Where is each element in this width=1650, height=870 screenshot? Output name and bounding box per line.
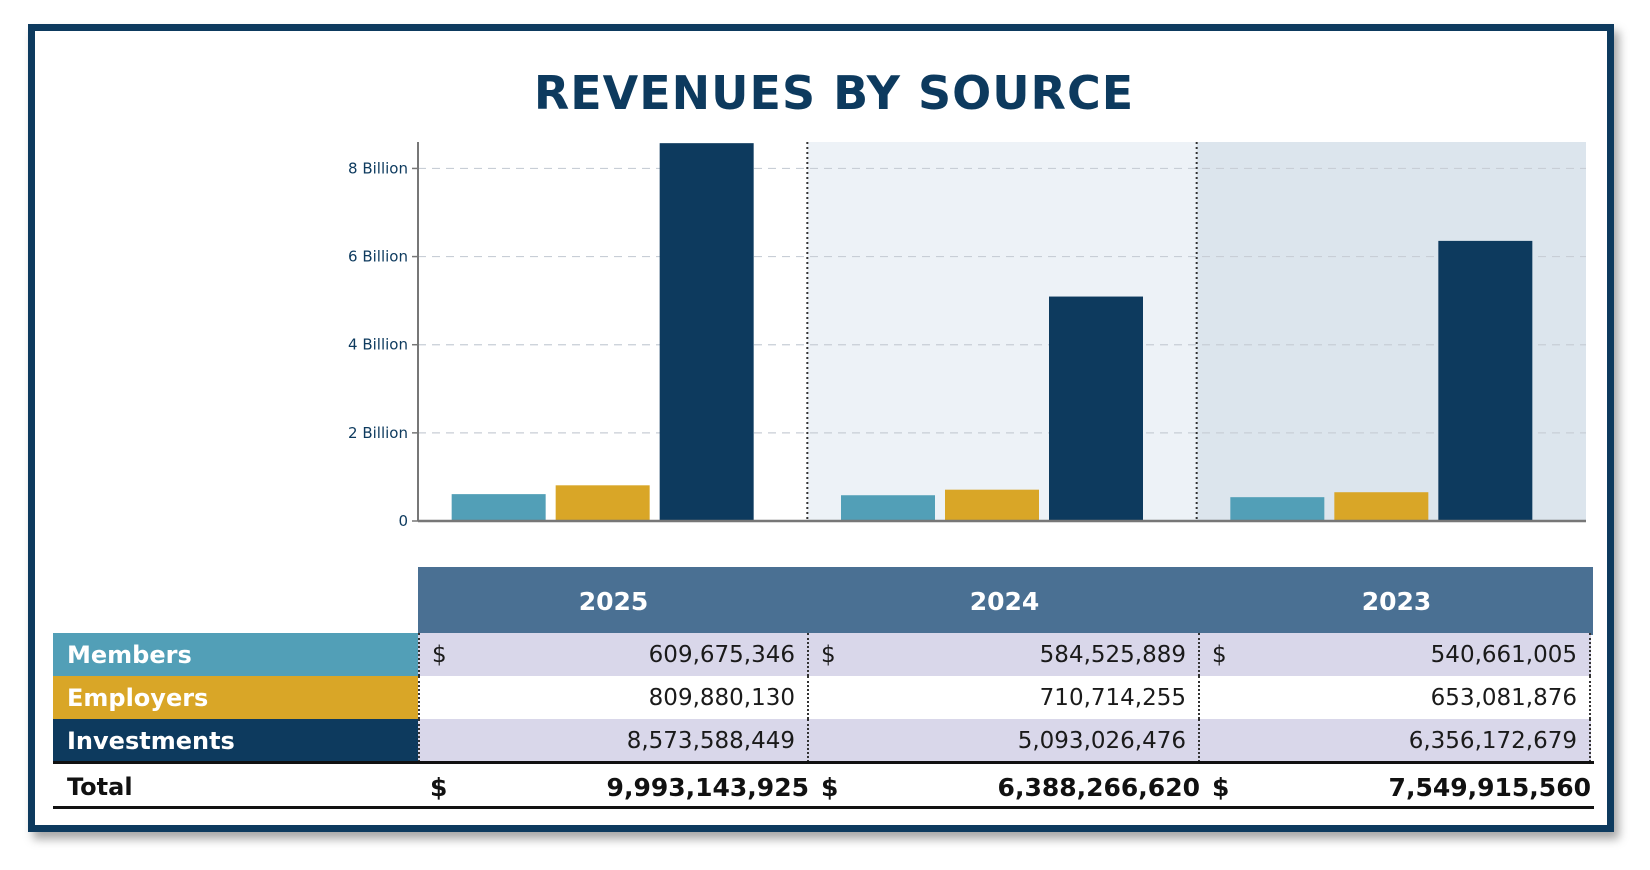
column-header-2024: 2024 (809, 567, 1200, 635)
chart-title: REVENUES BY SOURCE (533, 66, 1135, 120)
bar-investments-2023 (1438, 240, 1533, 521)
table-cell: 8,573,588,449 (418, 719, 809, 762)
total-cell: $9,993,143,925 (418, 767, 809, 807)
total-cell: $6,388,266,620 (809, 767, 1200, 807)
cell-value: 6,356,172,679 (1408, 727, 1577, 754)
bar-investments-2025 (659, 143, 754, 522)
cell-value: 5,093,026,476 (1017, 727, 1186, 754)
bar-employers-2024 (945, 489, 1039, 521)
y-tick-label: 2 Billion (348, 424, 408, 442)
bar-employers-2025 (555, 485, 650, 521)
bar-members-2023 (1230, 497, 1325, 521)
bar-members-2025 (451, 494, 546, 521)
row-label-total: Total (67, 773, 133, 801)
table-cell: 653,081,876 (1200, 676, 1591, 719)
row-label-investments: Investments (53, 719, 418, 762)
table-cell: $584,525,889 (809, 633, 1200, 676)
bar-investments-2024 (1049, 296, 1143, 521)
total-value: 7,549,915,560 (1388, 772, 1591, 802)
cell-value: 584,525,889 (1039, 641, 1186, 668)
row-label-members: Members (53, 633, 418, 676)
total-cell: $7,549,915,560 (1200, 767, 1591, 807)
revenue-bar-chart: 0 2 Billion 4 Billion 6 Billion 8 Billion (348, 142, 1586, 530)
table-cell: 6,356,172,679 (1200, 719, 1591, 762)
currency-symbol: $ (1212, 641, 1227, 668)
table-cell: 809,880,130 (418, 676, 809, 719)
y-tick-label: 4 Billion (348, 336, 408, 354)
cell-value: 710,714,255 (1039, 684, 1186, 711)
total-value: 6,388,266,620 (997, 772, 1200, 802)
currency-symbol: $ (821, 641, 836, 668)
table-cell: 710,714,255 (809, 676, 1200, 719)
total-value: 9,993,143,925 (606, 772, 809, 802)
column-header-2023: 2023 (1200, 567, 1593, 635)
table-cell: $609,675,346 (418, 633, 809, 676)
y-tick-label: 0 (398, 512, 408, 530)
table-rule-bottom (53, 806, 1594, 809)
currency-symbol: $ (432, 641, 447, 668)
y-tick-label: 6 Billion (348, 248, 408, 266)
table-rule-top (53, 761, 1594, 764)
cell-value: 540,661,005 (1430, 641, 1577, 668)
table-cell: $540,661,005 (1200, 633, 1591, 676)
cell-value: 653,081,876 (1430, 684, 1577, 711)
currency-symbol: $ (430, 772, 448, 802)
cell-value: 809,880,130 (648, 684, 795, 711)
currency-symbol: $ (1212, 772, 1230, 802)
bar-members-2024 (841, 495, 935, 521)
y-tick-label: 8 Billion (348, 159, 408, 177)
bar-employers-2023 (1334, 492, 1429, 521)
row-label-employers: Employers (53, 676, 418, 719)
cell-value: 609,675,346 (648, 641, 795, 668)
column-header-2025: 2025 (418, 567, 809, 635)
currency-symbol: $ (821, 772, 839, 802)
cell-value: 8,573,588,449 (626, 727, 795, 754)
table-cell: 5,093,026,476 (809, 719, 1200, 762)
